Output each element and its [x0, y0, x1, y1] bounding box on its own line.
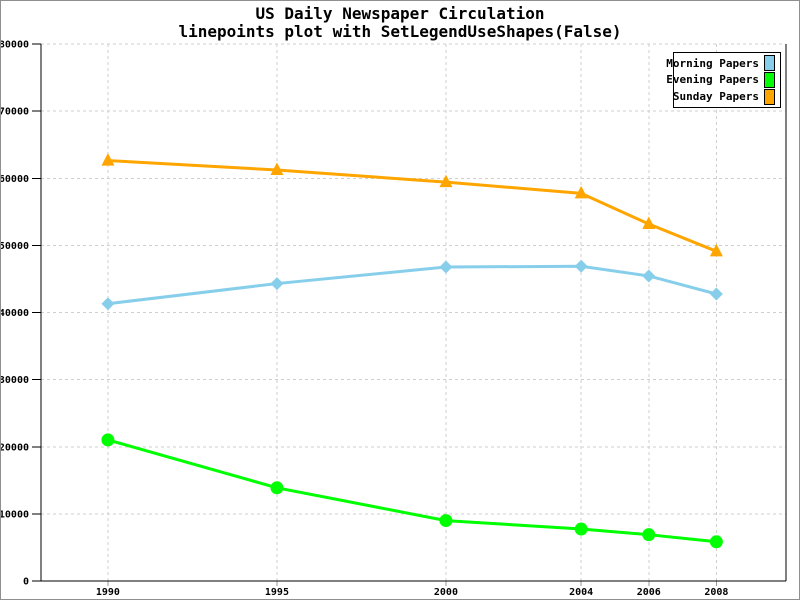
- legend-color-swatch: [764, 71, 775, 88]
- legend-item: Sunday Papers: [672, 88, 780, 105]
- series-line-morning-papers: [107, 264, 717, 306]
- marker-triangle-sunday-papers: [270, 162, 284, 176]
- y-tick-label: 80000: [1, 40, 29, 51]
- x-tick-label: 2006: [637, 587, 661, 598]
- marker-circle-evening-papers: [101, 433, 115, 447]
- marker-circle-evening-papers: [642, 528, 656, 542]
- legend-color-swatch: [764, 88, 775, 105]
- marker-triangle-sunday-papers: [101, 153, 115, 166]
- y-tick-label: 10000: [1, 509, 29, 520]
- x-tick-label: 2004: [569, 587, 593, 598]
- legend: Morning Papers Evening Papers Sunday Paper…: [666, 52, 781, 108]
- x-tick-label: 1995: [265, 587, 289, 598]
- marker-triangle-sunday-papers: [439, 174, 453, 188]
- series-line-sunday-papers: [107, 159, 717, 253]
- marker-circle-evening-papers: [439, 514, 453, 528]
- marker-diamond-morning-papers: [439, 260, 453, 274]
- legend-item: Evening Papers: [666, 71, 780, 88]
- legend-color-swatch: [764, 55, 775, 72]
- legend-label: Sunday Papers: [672, 90, 759, 104]
- legend-item: Morning Papers: [666, 55, 780, 72]
- legend-label: Evening Papers: [666, 73, 759, 87]
- series-line-evening-papers: [107, 438, 717, 544]
- marker-diamond-morning-papers: [642, 269, 656, 283]
- marker-diamond-morning-papers: [574, 259, 588, 273]
- x-tick-label: 2008: [704, 587, 728, 598]
- marker-diamond-morning-papers: [709, 287, 723, 301]
- marker-triangle-sunday-papers: [574, 185, 588, 199]
- x-tick-label: 1990: [96, 587, 120, 598]
- marker-circle-evening-papers: [574, 522, 588, 536]
- marker-triangle-sunday-papers: [642, 216, 656, 230]
- y-tick-label: 60000: [1, 174, 29, 185]
- legend-label: Morning Papers: [666, 56, 759, 70]
- y-tick-label: 0: [23, 577, 29, 588]
- y-tick-label: 70000: [1, 107, 29, 118]
- marker-circle-evening-papers: [709, 535, 723, 549]
- marker-diamond-morning-papers: [270, 277, 284, 291]
- marker-circle-evening-papers: [270, 481, 284, 495]
- y-tick-label: 50000: [1, 241, 29, 252]
- y-tick-label: 20000: [1, 442, 29, 453]
- marker-diamond-morning-papers: [101, 297, 115, 311]
- y-tick-label: 40000: [1, 308, 29, 319]
- y-tick-label: 30000: [1, 375, 29, 386]
- marker-triangle-sunday-papers: [709, 243, 723, 257]
- x-tick-label: 2000: [434, 587, 458, 598]
